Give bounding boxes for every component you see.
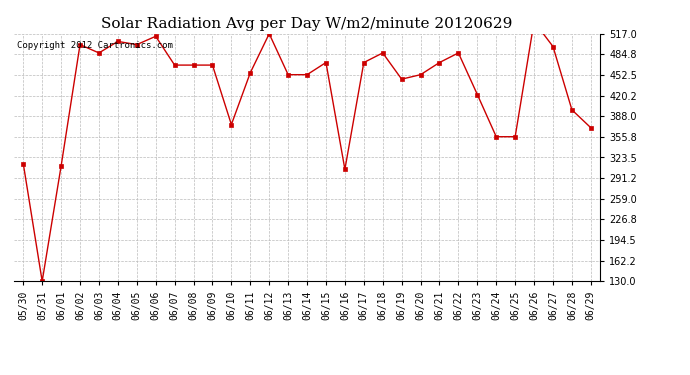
Text: Copyright 2012 Cartronics.com: Copyright 2012 Cartronics.com bbox=[17, 41, 172, 50]
Title: Solar Radiation Avg per Day W/m2/minute 20120629: Solar Radiation Avg per Day W/m2/minute … bbox=[101, 17, 513, 31]
